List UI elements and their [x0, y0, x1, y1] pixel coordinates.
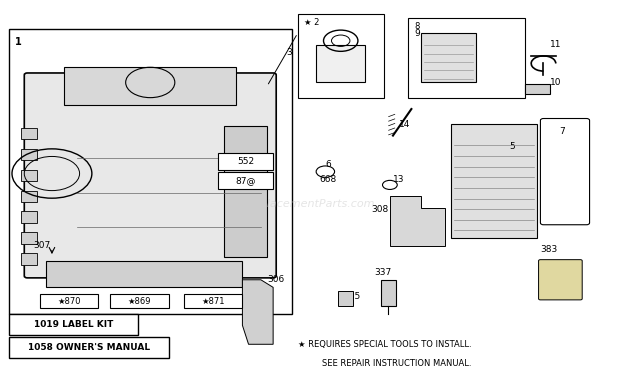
- Bar: [46, 261, 242, 287]
- Bar: [218, 172, 273, 189]
- Bar: [420, 33, 476, 82]
- Text: 11: 11: [550, 40, 561, 49]
- Bar: [21, 253, 37, 264]
- Bar: [298, 14, 384, 98]
- Text: ★870: ★870: [57, 296, 81, 306]
- Text: 383: 383: [541, 245, 557, 254]
- Text: 87@: 87@: [235, 176, 255, 185]
- Bar: [381, 280, 396, 306]
- Text: ★869: ★869: [128, 296, 151, 306]
- Bar: [218, 153, 273, 170]
- Text: 8: 8: [414, 22, 420, 31]
- Bar: [338, 291, 353, 306]
- Text: 9: 9: [414, 28, 420, 38]
- Text: 5: 5: [510, 142, 515, 151]
- Text: 307: 307: [33, 241, 51, 250]
- Bar: [184, 294, 242, 308]
- Bar: [9, 29, 291, 314]
- Text: 1019 LABEL KIT: 1019 LABEL KIT: [33, 320, 113, 329]
- Text: 552: 552: [237, 157, 254, 166]
- Text: 14: 14: [399, 120, 410, 129]
- Text: 1058 OWNER'S MANUAL: 1058 OWNER'S MANUAL: [28, 343, 150, 352]
- Text: 6: 6: [326, 159, 331, 169]
- Bar: [21, 149, 37, 160]
- Bar: [40, 294, 98, 308]
- Bar: [64, 67, 236, 105]
- Text: 3: 3: [286, 48, 291, 57]
- Bar: [110, 294, 169, 308]
- Text: 7: 7: [559, 127, 565, 136]
- Text: ReplacementParts.com: ReplacementParts.com: [246, 199, 374, 209]
- Text: 306: 306: [267, 275, 284, 284]
- Bar: [224, 126, 267, 257]
- Bar: [21, 211, 37, 223]
- Bar: [316, 45, 365, 82]
- FancyBboxPatch shape: [24, 73, 276, 278]
- Text: 308: 308: [371, 205, 389, 214]
- FancyBboxPatch shape: [539, 259, 582, 300]
- Text: SEE REPAIR INSTRUCTION MANUAL.: SEE REPAIR INSTRUCTION MANUAL.: [322, 359, 472, 368]
- Bar: [9, 314, 138, 335]
- Bar: [525, 84, 550, 94]
- Bar: [21, 232, 37, 244]
- Bar: [409, 18, 525, 98]
- Text: 10: 10: [550, 78, 561, 87]
- Polygon shape: [390, 196, 445, 246]
- Polygon shape: [242, 280, 273, 344]
- Text: 13: 13: [393, 175, 404, 184]
- Text: 337: 337: [374, 268, 392, 277]
- Text: 635: 635: [344, 292, 361, 301]
- Text: ★871: ★871: [202, 296, 225, 306]
- Bar: [21, 170, 37, 181]
- Text: ★ REQUIRES SPECIAL TOOLS TO INSTALL.: ★ REQUIRES SPECIAL TOOLS TO INSTALL.: [298, 340, 471, 349]
- Bar: [451, 124, 538, 238]
- Text: 1: 1: [15, 37, 22, 47]
- Text: ★ 2: ★ 2: [304, 18, 319, 27]
- Text: 668: 668: [319, 175, 337, 184]
- Bar: [21, 128, 37, 139]
- Bar: [9, 337, 169, 358]
- Bar: [21, 191, 37, 202]
